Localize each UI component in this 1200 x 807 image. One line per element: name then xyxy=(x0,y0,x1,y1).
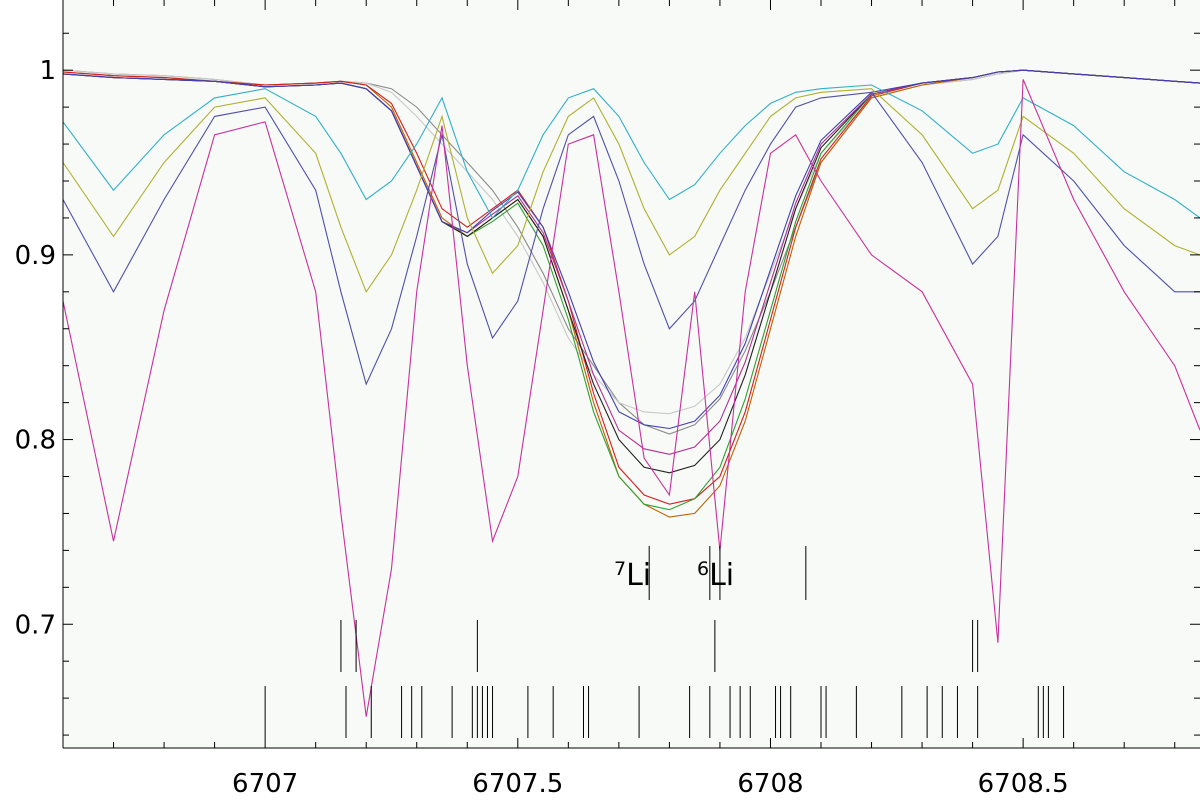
series-line-8 xyxy=(62,69,1200,430)
line-markers xyxy=(264,620,1065,738)
li7-label: 7Li xyxy=(614,558,651,593)
axes xyxy=(62,0,1200,749)
x-tick-label-1: 6707 xyxy=(232,769,298,799)
x-ticks: 6707 6707.5 6708 6708.5 xyxy=(113,0,1176,799)
li-markers xyxy=(648,546,807,600)
series-line-10 xyxy=(62,88,1200,293)
series-layer xyxy=(62,69,1200,717)
y-tick-label-4: 1 xyxy=(39,56,56,86)
series-line-12 xyxy=(62,79,1200,717)
y-tick-label-1: 0.7 xyxy=(15,610,56,640)
li6-label: 6Li xyxy=(697,558,734,593)
y-tick-label-3: 0.9 xyxy=(15,241,56,271)
x-tick-label-3: 6708 xyxy=(737,769,803,799)
y-ticks: 0.7 0.8 0.9 1 xyxy=(15,32,1200,736)
series-line-9 xyxy=(62,84,1200,219)
x-tick-label-4: 6708.5 xyxy=(978,769,1069,799)
series-line-11 xyxy=(62,91,1200,386)
y-tick-label-2: 0.8 xyxy=(15,426,56,456)
x-tick-label-2: 6707.5 xyxy=(472,769,563,799)
